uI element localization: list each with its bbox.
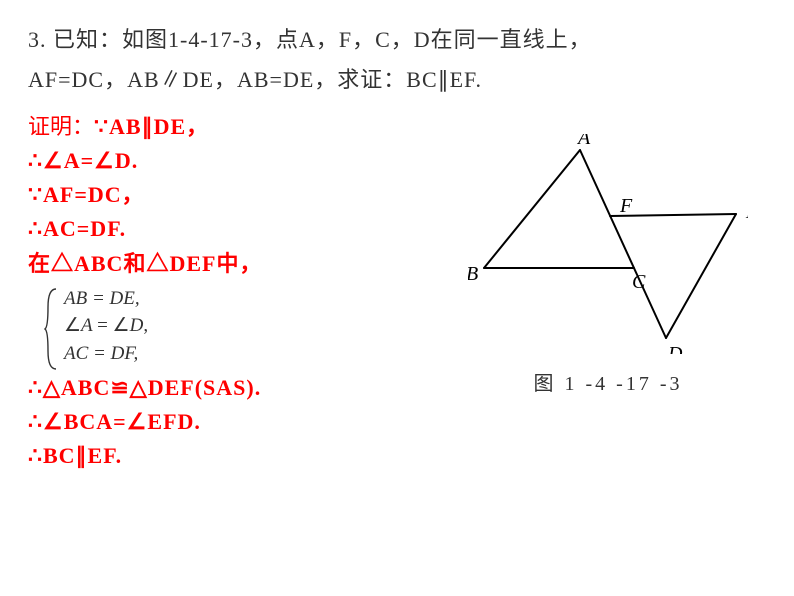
proof-tail-2: ∴∠BCA=∠EFD. <box>28 405 766 439</box>
svg-text:C: C <box>632 271 646 293</box>
svg-text:A: A <box>576 134 591 149</box>
triangle-diagram: A F C D E B <box>468 134 748 354</box>
problem-line-1: 3. 已知：如图1-4-17-3，点A，F，C，D在同一直线上， <box>28 20 766 60</box>
svg-text:D: D <box>667 343 683 354</box>
problem-line-2: AF=DC，AB∥DE，AB=DE，求证：BC∥EF. <box>28 60 766 100</box>
svg-text:B: B <box>468 263 478 285</box>
proof-step-1: ∵AB∥DE， <box>94 114 209 139</box>
svg-text:E: E <box>745 201 748 223</box>
left-brace-icon <box>44 287 60 371</box>
proof-tail-3: ∴BC∥EF. <box>28 439 766 473</box>
geometry-figure: A F C D E B 图 1 -4 -17 -3 <box>468 134 748 396</box>
figure-caption: 图 1 -4 -17 -3 <box>468 367 748 396</box>
svg-text:F: F <box>619 195 633 217</box>
proof-label: 证明： <box>28 114 94 139</box>
